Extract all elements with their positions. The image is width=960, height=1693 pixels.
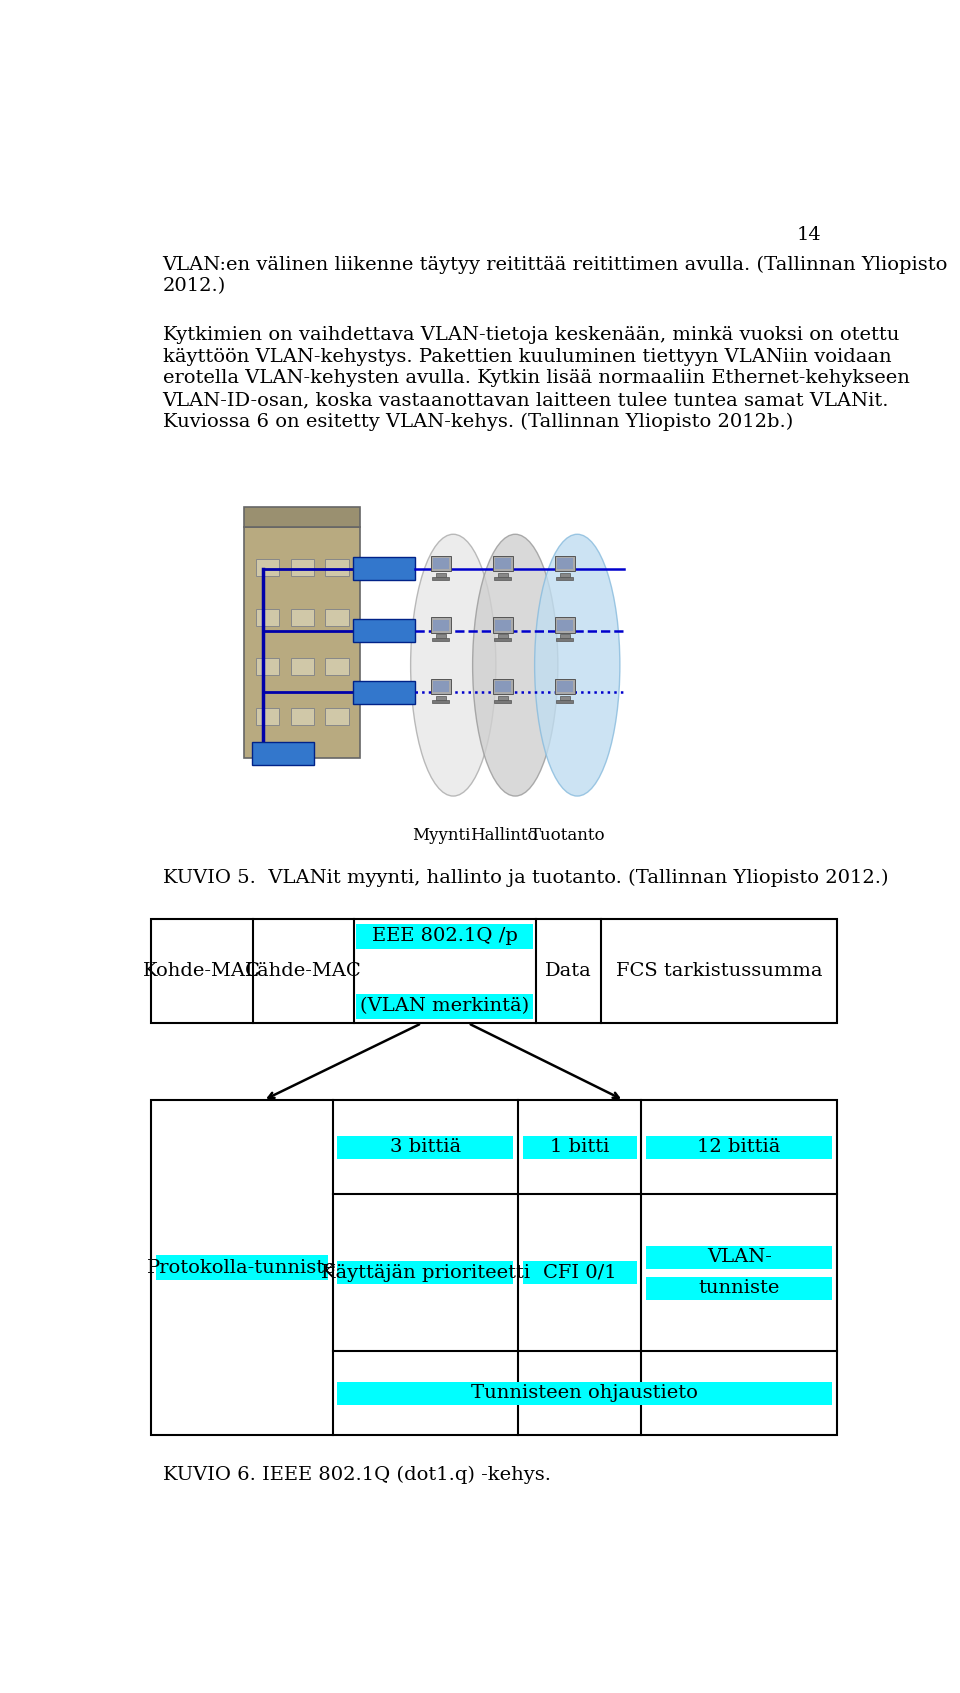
- Text: Data: Data: [545, 962, 591, 980]
- Text: EEE 802.1Q /p: EEE 802.1Q /p: [372, 928, 517, 945]
- Bar: [337, 1136, 514, 1158]
- Ellipse shape: [535, 535, 620, 796]
- Bar: [557, 577, 573, 579]
- Text: 12 bittiä: 12 bittiä: [698, 1138, 780, 1156]
- Bar: [337, 1381, 832, 1405]
- FancyBboxPatch shape: [352, 681, 415, 704]
- Bar: [433, 620, 448, 630]
- Bar: [557, 638, 573, 642]
- Bar: [494, 638, 512, 642]
- Bar: [492, 679, 513, 694]
- Bar: [436, 696, 445, 699]
- Bar: [436, 572, 445, 577]
- Bar: [492, 555, 513, 571]
- FancyBboxPatch shape: [352, 557, 415, 581]
- Text: Tunnisteen ohjaustieto: Tunnisteen ohjaustieto: [471, 1385, 698, 1402]
- Bar: [432, 699, 449, 703]
- Bar: [255, 559, 278, 576]
- Bar: [494, 577, 512, 579]
- Bar: [151, 1100, 837, 1436]
- Bar: [291, 609, 314, 626]
- Bar: [325, 659, 348, 676]
- Text: Käyttäjän prioriteetti: Käyttäjän prioriteetti: [321, 1263, 530, 1282]
- Text: 14: 14: [797, 227, 822, 244]
- Bar: [522, 1261, 636, 1285]
- Bar: [255, 659, 278, 676]
- Bar: [557, 620, 572, 630]
- Bar: [431, 618, 451, 633]
- Bar: [646, 1246, 832, 1268]
- Bar: [495, 620, 511, 630]
- Bar: [291, 559, 314, 576]
- Text: KUVIO 5.  VLANit myynti, hallinto ja tuotanto. (Tallinnan Yliopisto 2012.): KUVIO 5. VLANit myynti, hallinto ja tuot…: [162, 869, 888, 887]
- Bar: [555, 618, 575, 633]
- Bar: [555, 679, 575, 694]
- Bar: [244, 508, 360, 527]
- Bar: [433, 559, 448, 569]
- Bar: [291, 659, 314, 676]
- Text: Myynti: Myynti: [413, 826, 470, 843]
- Bar: [494, 699, 512, 703]
- Text: 1 bitti: 1 bitti: [550, 1138, 610, 1156]
- Bar: [561, 696, 569, 699]
- Text: KUVIO 6. IEEE 802.1Q (dot1.q) -kehys.: KUVIO 6. IEEE 802.1Q (dot1.q) -kehys.: [162, 1466, 551, 1485]
- Text: käyttöön VLAN-kehystys. Pakettien kuuluminen tiettyyn VLANiin voidaan: käyttöön VLAN-kehystys. Pakettien kuulum…: [162, 349, 891, 366]
- Bar: [646, 1277, 832, 1300]
- Text: tunniste: tunniste: [699, 1280, 780, 1297]
- Text: 2012.): 2012.): [162, 278, 226, 295]
- Ellipse shape: [472, 535, 558, 796]
- Text: Kytkimien on vaihdettava VLAN-tietoja keskenään, minkä vuoksi on otettu: Kytkimien on vaihdettava VLAN-tietoja ke…: [162, 327, 899, 344]
- Bar: [337, 1261, 514, 1285]
- Text: FCS tarkistussumma: FCS tarkistussumma: [615, 962, 822, 980]
- Text: erotella VLAN-kehysten avulla. Kytkin lisää normaaliin Ethernet-kehykseen: erotella VLAN-kehysten avulla. Kytkin li…: [162, 369, 909, 388]
- Bar: [436, 635, 445, 638]
- Text: Hallinto: Hallinto: [469, 826, 538, 843]
- Ellipse shape: [411, 535, 496, 796]
- Bar: [498, 696, 508, 699]
- Bar: [432, 577, 449, 579]
- FancyBboxPatch shape: [352, 620, 415, 642]
- Bar: [555, 555, 575, 571]
- Bar: [356, 924, 534, 948]
- Bar: [431, 679, 451, 694]
- Bar: [432, 638, 449, 642]
- Bar: [325, 609, 348, 626]
- Bar: [495, 559, 511, 569]
- Bar: [498, 572, 508, 577]
- Text: Lähde-MAC: Lähde-MAC: [245, 962, 362, 980]
- Bar: [557, 681, 572, 692]
- Bar: [495, 681, 511, 692]
- Bar: [156, 1256, 328, 1280]
- Bar: [291, 708, 314, 725]
- Bar: [492, 618, 513, 633]
- Text: Tuotanto: Tuotanto: [530, 826, 606, 843]
- Text: Protokolla-tunniste: Protokolla-tunniste: [147, 1258, 337, 1277]
- Bar: [498, 635, 508, 638]
- Bar: [557, 699, 573, 703]
- Text: CFI 0/1: CFI 0/1: [542, 1263, 616, 1282]
- Text: VLAN-ID-osan, koska vastaanottavan laitteen tulee tuntea samat VLANit.: VLAN-ID-osan, koska vastaanottavan laitt…: [162, 391, 889, 410]
- Bar: [325, 708, 348, 725]
- Bar: [255, 609, 278, 626]
- Text: 3 bittiä: 3 bittiä: [390, 1138, 461, 1156]
- Bar: [561, 635, 569, 638]
- Bar: [325, 559, 348, 576]
- Bar: [646, 1136, 832, 1158]
- Text: VLAN-: VLAN-: [707, 1248, 772, 1266]
- Text: (VLAN merkintä): (VLAN merkintä): [360, 997, 530, 1016]
- Bar: [255, 708, 278, 725]
- Bar: [557, 559, 572, 569]
- Text: Kuviossa 6 on esitetty VLAN-kehys. (Tallinnan Yliopisto 2012b.): Kuviossa 6 on esitetty VLAN-kehys. (Tall…: [162, 413, 793, 430]
- Bar: [244, 527, 360, 757]
- Bar: [522, 1136, 636, 1158]
- Bar: [561, 572, 569, 577]
- Bar: [151, 919, 837, 1023]
- Bar: [431, 555, 451, 571]
- FancyBboxPatch shape: [252, 742, 314, 765]
- Bar: [433, 681, 448, 692]
- Text: VLAN:en välinen liikenne täytyy reitittää reitittimen avulla. (Tallinnan Yliopis: VLAN:en välinen liikenne täytyy reitittä…: [162, 256, 948, 274]
- Text: Kohde-MAC: Kohde-MAC: [143, 962, 261, 980]
- Bar: [356, 994, 534, 1019]
